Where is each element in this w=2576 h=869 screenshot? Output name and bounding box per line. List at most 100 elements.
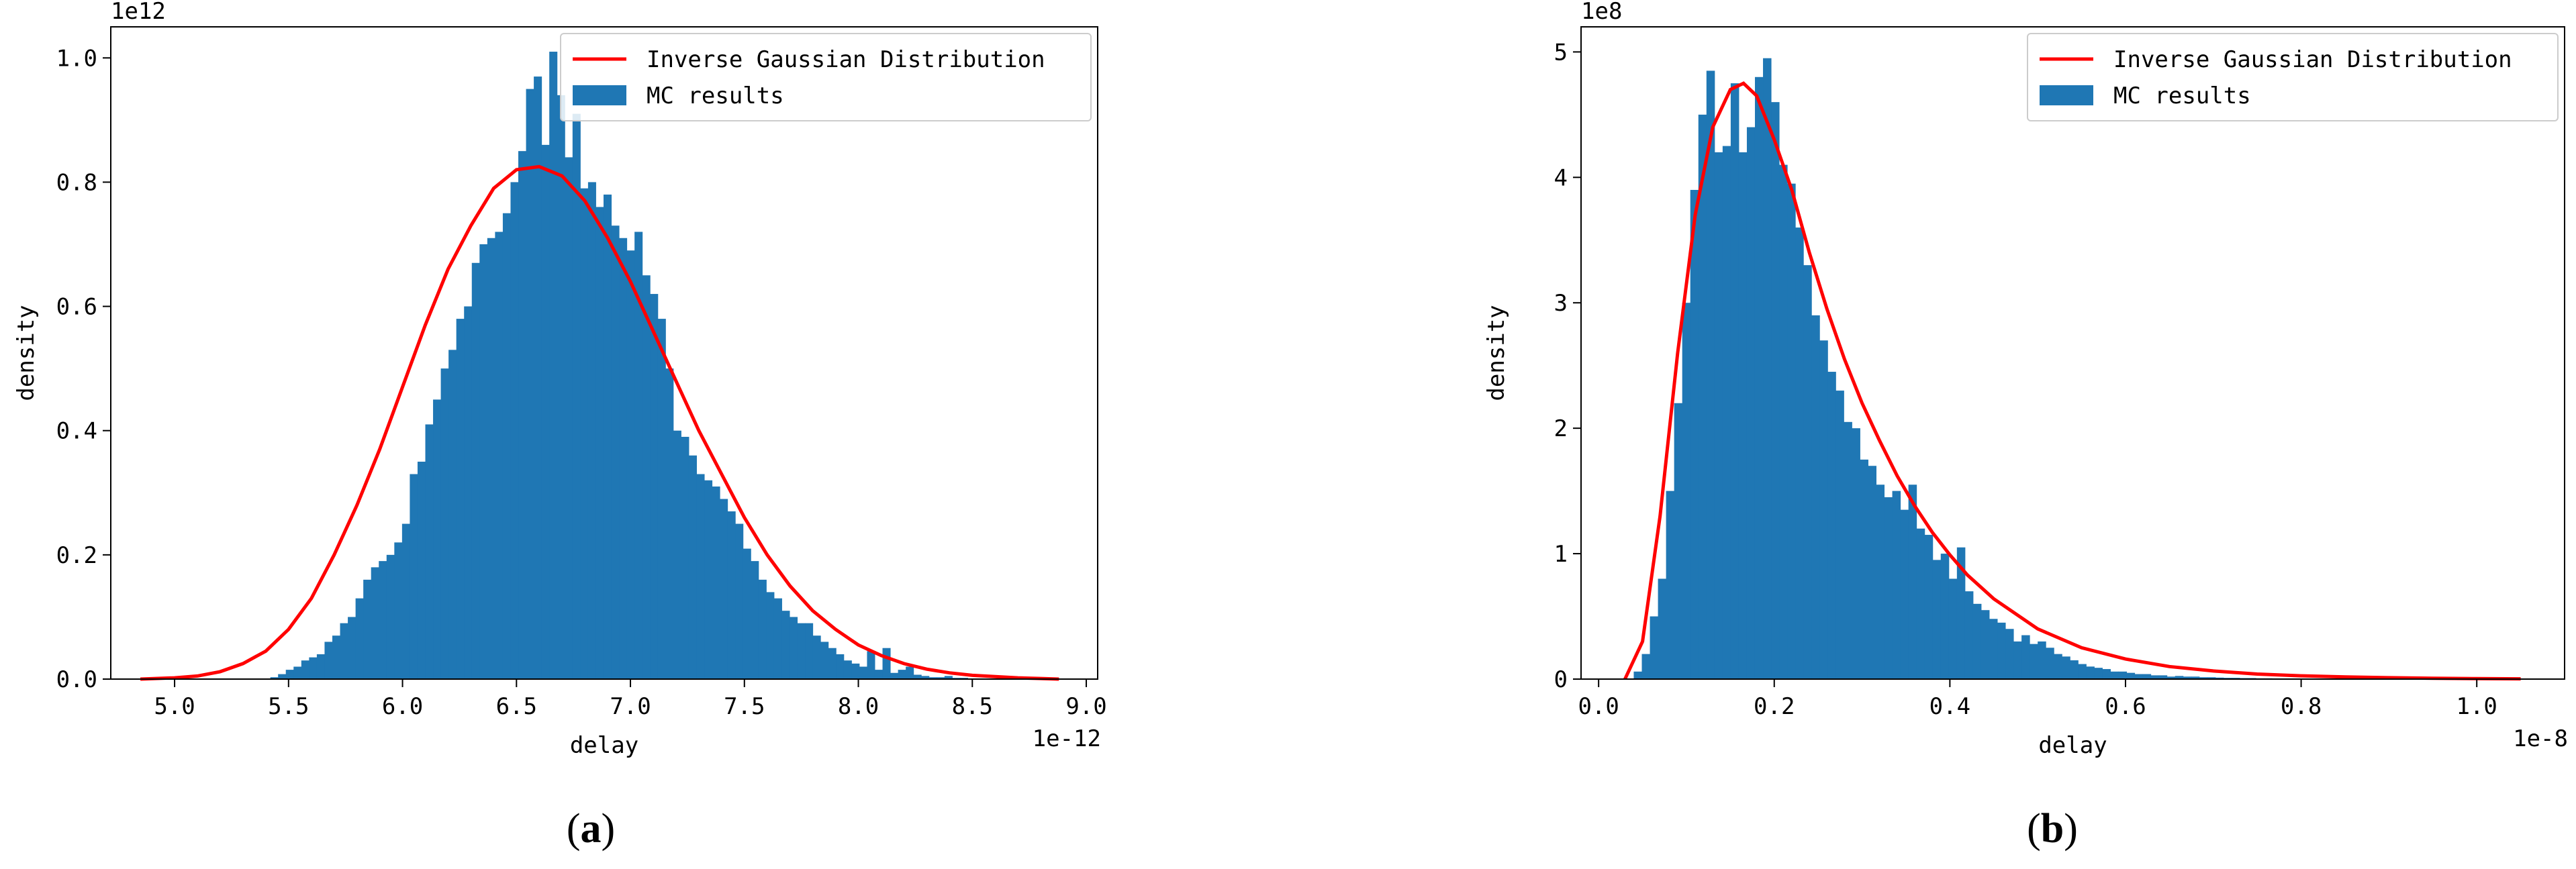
histogram-bar: [851, 663, 860, 679]
histogram-bar: [379, 561, 387, 679]
x-tick-label: 8.5: [952, 693, 993, 720]
histogram-bar: [1650, 616, 1659, 679]
histogram-bar: [595, 207, 604, 679]
histogram-bar: [1722, 146, 1731, 680]
histogram-bar: [743, 548, 751, 679]
histogram-bar: [805, 623, 814, 679]
histogram-bar: [587, 182, 596, 679]
x-axis-a: 5.0 5.5 6.0 6.5 7.0 7.5 8.0 8.5 9.0: [154, 679, 1107, 720]
histogram-bar: [657, 319, 666, 680]
histogram-bar: [1738, 152, 1748, 679]
histogram-bar: [1730, 83, 1739, 680]
legend-bars-swatch-a: [573, 85, 626, 105]
histogram-bar: [541, 144, 550, 679]
histogram-bar: [735, 523, 744, 679]
histogram-bar: [1884, 497, 1893, 679]
panel-label-b: (b): [2027, 806, 2078, 852]
x-tick-label: 7.0: [610, 693, 651, 720]
histogram-bar: [859, 666, 867, 679]
legend-box-a: [560, 33, 1092, 121]
plot-frame-b: [1580, 26, 2565, 680]
y-axis-label-b: density: [1483, 305, 1510, 401]
y-tick-label: 0.4: [56, 418, 97, 445]
histogram-bar: [580, 188, 589, 680]
histogram-bar: [906, 666, 914, 679]
legend-box-b: [2027, 33, 2559, 121]
x-axis-label-b: delay: [2038, 732, 2107, 759]
histogram-bar: [751, 561, 759, 679]
y-tick-label: 1.0: [56, 45, 97, 72]
y-axis-label-a: density: [13, 305, 40, 401]
histogram-bar: [2054, 654, 2062, 679]
histogram-bar: [1868, 466, 1876, 679]
histogram-bar: [2166, 676, 2176, 679]
y-offset-text-b: 1e8: [1581, 0, 1622, 25]
histogram-bar: [712, 487, 720, 679]
histogram-bar: [1698, 114, 1707, 679]
histogram-bar: [1811, 315, 1820, 679]
histogram-bar: [898, 670, 906, 679]
histogram-bar: [867, 651, 875, 679]
histogram-bar: [1690, 190, 1699, 679]
histogram-bar: [937, 677, 945, 679]
legend-curve-label-a: Inverse Gaussian Distribution: [647, 46, 1045, 73]
histogram-bar: [2142, 674, 2152, 679]
histogram-bar: [820, 642, 829, 679]
histogram-bar: [518, 151, 527, 680]
histogram-bar: [921, 676, 930, 679]
histogram-bar: [557, 95, 565, 680]
histogram-bar: [781, 611, 790, 679]
histogram-bar: [650, 294, 659, 679]
histogram-bar: [1771, 102, 1780, 680]
histogram-bar: [487, 238, 495, 679]
legend-a: Inverse Gaussian Distribution MC results: [560, 33, 1092, 121]
histogram-bar: [704, 480, 713, 679]
histogram-bar: [890, 672, 899, 679]
histogram-bar: [2078, 664, 2087, 679]
histogram-bar: [270, 677, 279, 679]
histogram-bar: [1916, 528, 1925, 679]
histogram-bar: [293, 666, 302, 679]
histogram-bar: [394, 542, 403, 679]
histogram-bar: [1892, 491, 1901, 679]
y-tick-label: 2: [1554, 415, 1568, 442]
histogram-bar: [603, 194, 612, 679]
inverse-gaussian-curve-a: [140, 164, 1059, 681]
histogram-bar: [2062, 656, 2070, 679]
x-offset-text-b: 1e-8: [2513, 725, 2568, 752]
histogram-bar: [363, 579, 372, 679]
chart-b: 0.0 0.2 0.4 0.6 0.8 1.0 0 1 2 3 4 5 1e-8 1e8 delay…: [1483, 0, 2568, 852]
histogram-bar: [642, 275, 651, 679]
histogram-bar: [1835, 391, 1844, 679]
x-tick-label: 0.4: [1929, 693, 1970, 720]
histogram-bar: [1706, 70, 1715, 679]
histogram-bar: [371, 567, 379, 679]
y-tick-label: 0.6: [56, 294, 97, 321]
histogram-bar: [278, 674, 287, 679]
histogram-bar: [1860, 459, 1868, 679]
histogram-bar: [882, 648, 891, 679]
histogram-bar: [565, 157, 573, 679]
histogram-bar: [324, 642, 333, 679]
histogram-bar: [828, 648, 837, 679]
histogram-bar: [1844, 421, 1852, 679]
histogram-bar: [773, 598, 782, 679]
histogram-bar: [2038, 641, 2046, 679]
histogram-bar: [386, 554, 395, 679]
histogram-bar: [1852, 428, 1860, 679]
histogram-bar: [348, 617, 356, 679]
histogram-bar: [1989, 619, 1998, 679]
histogram-bar: [874, 670, 884, 679]
histogram-bar: [1900, 509, 1909, 679]
x-tick-label: 7.5: [724, 693, 765, 720]
histogram-bar: [727, 511, 736, 679]
histogram-bar: [410, 474, 418, 679]
histogram-bar: [928, 677, 937, 679]
histogram-bar: [2110, 671, 2119, 679]
histogram-bar: [1674, 403, 1683, 679]
x-tick-label: 8.0: [838, 693, 879, 720]
histogram-bar: [440, 368, 449, 679]
histogram-bar: [1714, 152, 1723, 679]
histogram-bar: [572, 113, 581, 680]
histogram-bar: [836, 654, 845, 679]
